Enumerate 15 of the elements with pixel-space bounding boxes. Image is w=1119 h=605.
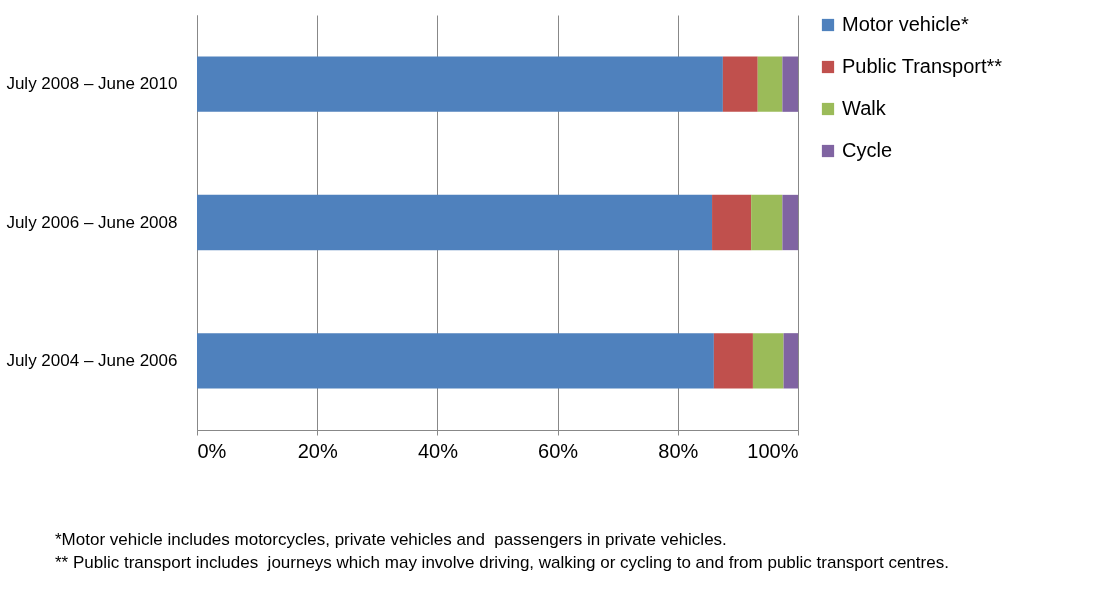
legend-label: Motor vehicle* (842, 13, 969, 35)
legend-label: Cycle (842, 139, 893, 161)
x-tick-label: 60% (538, 439, 579, 462)
legend-label: Public Transport** (842, 55, 1003, 77)
x-tick-label: 100% (747, 439, 799, 462)
y-tick-label: July 2004 – June 2006 (6, 350, 178, 370)
y-tick-label: July 2008 – June 2010 (6, 74, 178, 94)
x-tick-label: 0% (197, 439, 227, 462)
text: ** Public transport includes journeys which may involve driving, walking or cycling to and from public transport centres. (55, 553, 949, 572)
x-tick-label: 40% (417, 439, 459, 462)
legend-label: Walk (842, 97, 887, 119)
text: *Motor vehicle includes motorcycles, private vehicles and passengers in private vehicles. (55, 530, 727, 549)
x-tick-label: 20% (297, 439, 338, 462)
x-tick-label: 80% (658, 439, 699, 462)
y-tick-label: July 2006 – June 2008 (6, 212, 178, 232)
